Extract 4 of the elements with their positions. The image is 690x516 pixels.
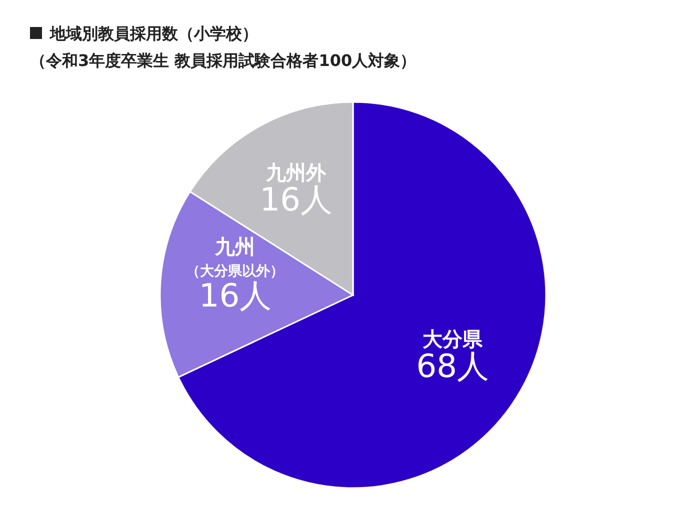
slice-label: 大分県 xyxy=(422,327,484,352)
chart-subtitle: （令和3年度卒業生 教員採用試験合格者100人対象） xyxy=(30,50,416,72)
chart-title: 地域別教員採用数（小学校） xyxy=(50,24,258,43)
slice-label: 九州外 xyxy=(265,160,328,185)
